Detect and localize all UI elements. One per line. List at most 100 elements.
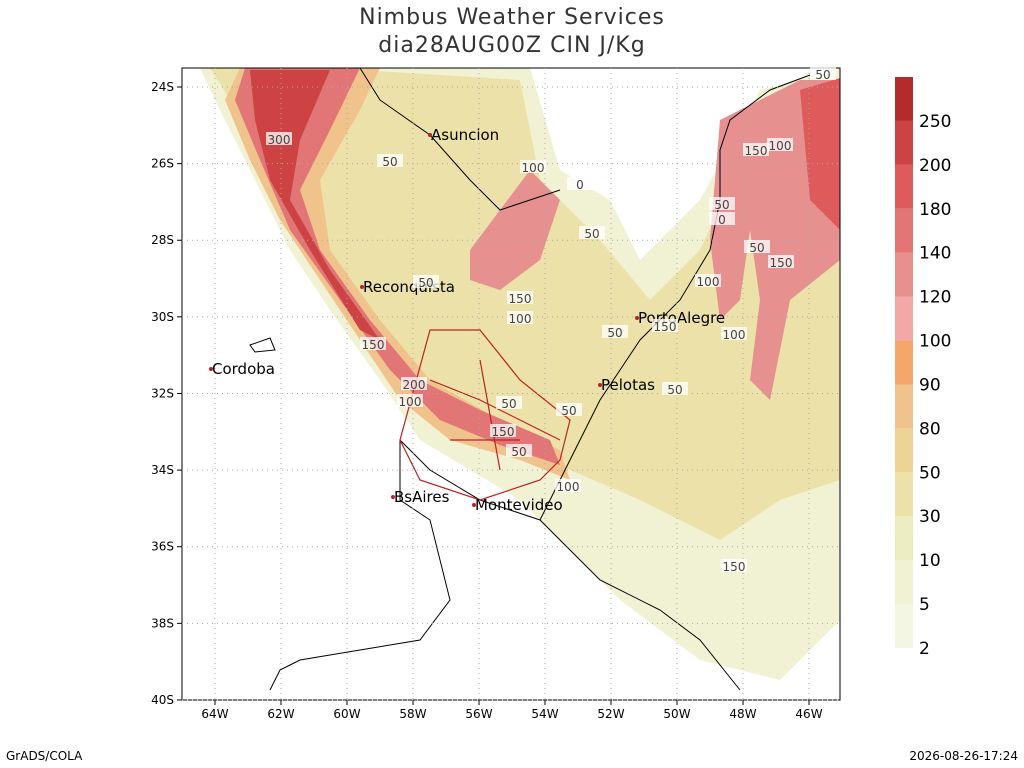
contour-label: 150 [770,256,793,270]
colorbar-label: 100 [919,332,951,352]
contour-label-bg [496,396,522,409]
field-dark [800,78,840,230]
contour-label: 50 [418,276,433,290]
contour-label-bg [579,226,605,239]
contour-label-bg [506,444,532,457]
colorbar-box [895,208,913,253]
city-marker [472,503,476,507]
lon-tick-label: 60W [333,707,360,721]
contour-label: 150 [654,320,677,334]
contour-label: 50 [607,326,622,340]
colorbar-box [895,164,913,209]
colorbar-label: 140 [919,244,951,264]
contour-label-bg [709,212,735,225]
contour-label-bg [490,424,516,437]
contour-label: 50 [561,404,576,418]
contour-label-bg [507,311,533,324]
contour-label: 0 [718,213,726,227]
contour-label: 100 [723,328,746,342]
colorbar-label: 10 [919,551,941,571]
lat-tick-label: 38S [151,616,174,630]
lat-tick-label: 40S [151,693,174,707]
lon-tick-label: 58W [399,707,426,721]
city-marker [598,383,602,387]
colorbar-box [895,472,913,517]
contour-label: 100 [522,161,545,175]
colorbar-box [895,120,913,165]
city-label: PortoAlegre [638,309,725,327]
contour-label: 50 [815,68,830,82]
contour-label-bg [721,559,747,572]
colorbar: 2 5 10 30 50 80 90 100 120 140 180 200 250 [895,77,951,659]
lat-tick-label: 32S [151,386,174,400]
contour-label-bg [555,479,581,492]
lon-tick-label: 56W [465,707,492,721]
contour-label: 0 [576,178,584,192]
city-label: Montevideo [475,496,563,514]
contour-label-bg [602,325,628,338]
footer-left: GrADS/COLA [6,749,83,763]
footer-right: 2026-08-26-17:24 [909,749,1018,763]
field-orange [225,68,570,480]
colorbar-label: 90 [919,375,941,395]
city-marker [428,133,432,137]
colorbar-box [895,296,913,341]
contour-label: 50 [714,198,729,212]
colorbar-label: 180 [919,200,951,220]
contour-label-bg [377,154,403,167]
contour-label: 50 [501,397,516,411]
contour-label: 50 [749,241,764,255]
city-label: Asuncion [431,126,499,144]
contour-label-bg [520,160,546,173]
contour-label-bg [810,67,836,80]
contour-label-bg [360,337,386,350]
contour-label: 150 [745,144,768,158]
lon-tick-label: 62W [267,707,294,721]
lon-tick-label: 48W [729,707,756,721]
subtitle: dia28AUG00Z CIN J/Kg [378,33,645,58]
city-marker [209,367,213,371]
contour-label: 100 [697,275,720,289]
city-label: BsAires [394,488,450,506]
contour-label-bg [709,197,735,210]
map-fields [200,68,840,680]
contour-label: 100 [509,312,532,326]
contour-label-bg [556,403,582,416]
lat-tick-label: 30S [151,310,174,324]
contour-label: 100 [557,480,580,494]
map-frame [181,67,841,701]
colorbar-box [895,560,913,605]
city-marker [635,316,639,320]
colorbar-label: 200 [919,156,951,176]
lon-tick-label: 50W [663,707,690,721]
contour-label-bg [662,382,688,395]
colorbar-box [895,516,913,561]
colorbar-label: 30 [919,507,941,527]
lat-tick-label: 34S [151,463,174,477]
colorbar-label: 2 [919,639,930,659]
contour-label: 300 [268,133,291,147]
contour-label-bg [397,394,423,407]
colorbar-label: 5 [919,595,930,615]
colorbar-label: 50 [919,463,941,483]
city-marker [391,495,395,499]
contour-label: 50 [382,155,397,169]
colorbar-box [895,384,913,429]
lat-tick-label: 24S [151,80,174,94]
contour-label-bg [695,274,721,287]
contour-label: 50 [584,227,599,241]
title: Nimbus Weather Services [359,5,665,30]
city-marker [360,285,364,289]
contour-label-bg [744,240,770,253]
lon-tick-label: 52W [597,707,624,721]
field-red [470,170,560,290]
colorbar-box [895,77,913,121]
contour-label-bg [743,143,769,156]
lat-tick-label: 28S [151,233,174,247]
city-label: Cordoba [212,360,275,378]
contour-label-bg [652,319,678,332]
lat-tick-label: 36S [151,540,174,554]
contour-label-bg [413,275,439,288]
borders [399,329,571,501]
